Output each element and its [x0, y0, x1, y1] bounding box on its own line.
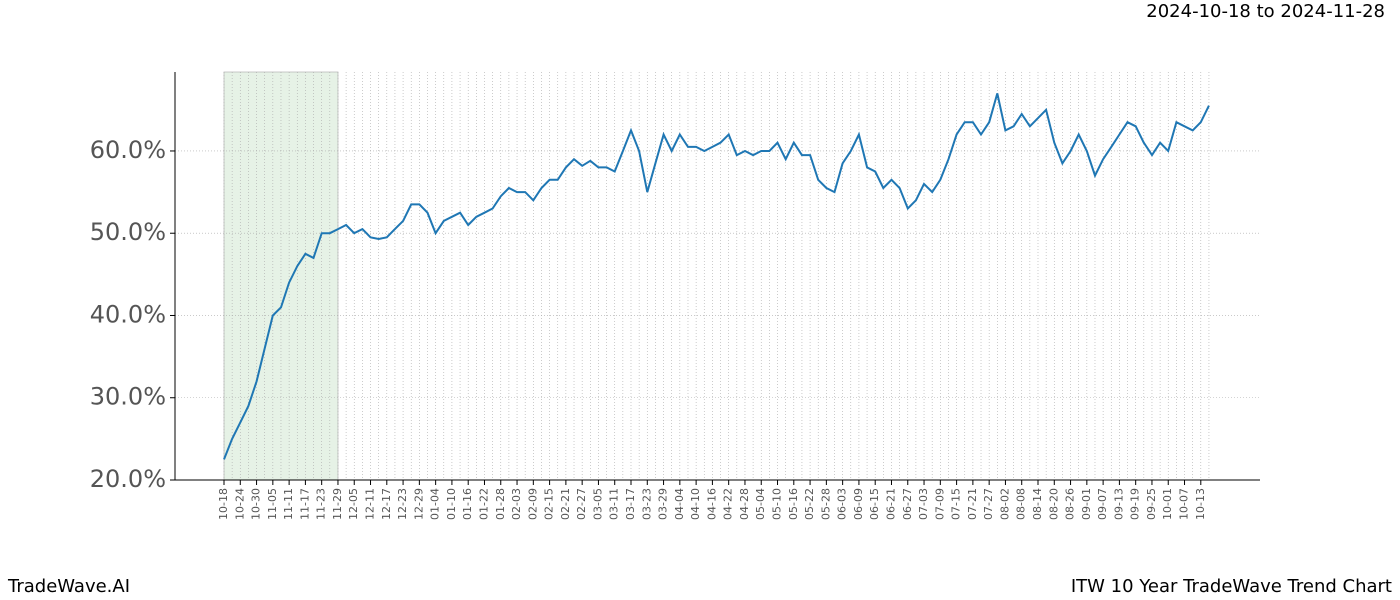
x-tick-label: 08-20	[1047, 488, 1060, 520]
x-tick-label: 05-10	[771, 488, 784, 520]
x-tick-label: 02-27	[575, 488, 588, 520]
y-tick-label: 60.0%	[90, 136, 166, 164]
x-tick-label: 12-17	[380, 488, 393, 520]
x-tick-label: 11-05	[266, 488, 279, 520]
x-tick-label: 09-19	[1129, 488, 1142, 520]
x-tick-label: 05-28	[819, 488, 832, 520]
y-tick-label: 20.0%	[90, 465, 166, 493]
x-tick-label: 12-05	[347, 488, 360, 520]
x-tick-label: 11-29	[331, 488, 344, 520]
x-tick-label: 04-28	[738, 488, 751, 520]
x-tick-label: 10-18	[217, 488, 230, 520]
x-tick-label: 07-27	[982, 488, 995, 520]
x-tick-label: 03-17	[624, 488, 637, 520]
x-tick-label: 11-11	[282, 488, 295, 520]
x-tick-label: 12-23	[396, 488, 409, 520]
x-tick-label: 09-01	[1080, 488, 1093, 520]
x-tick-label: 07-21	[966, 488, 979, 520]
x-tick-label: 06-21	[884, 488, 897, 520]
x-tick-label: 08-08	[1015, 488, 1028, 520]
x-tick-label: 08-14	[1031, 488, 1044, 520]
x-tick-label: 11-23	[315, 488, 328, 520]
x-tick-label: 04-22	[722, 488, 735, 520]
x-tick-label: 07-09	[933, 488, 946, 520]
x-tick-label: 06-09	[852, 488, 865, 520]
x-tick-label: 06-15	[868, 488, 881, 520]
y-tick-label: 50.0%	[90, 218, 166, 246]
x-tick-label: 03-23	[640, 488, 653, 520]
x-tick-label: 12-11	[364, 488, 377, 520]
x-tick-label: 05-04	[754, 488, 767, 520]
x-tick-label: 03-05	[591, 488, 604, 520]
x-tick-label: 03-11	[608, 488, 621, 520]
x-tick-label: 09-13	[1112, 488, 1125, 520]
x-tick-label: 12-29	[412, 488, 425, 520]
x-tick-label: 06-03	[836, 488, 849, 520]
chart-subtitle: 2024-10-18 to 2024-11-28	[1146, 1, 1385, 22]
x-tick-label: 04-04	[673, 488, 686, 520]
x-tick-label: 01-22	[477, 488, 490, 520]
x-tick-label: 09-07	[1096, 488, 1109, 520]
x-tick-label: 08-02	[998, 488, 1011, 520]
x-tick-label: 02-09	[526, 488, 539, 520]
x-tick-label: 07-03	[917, 488, 930, 520]
x-tick-label: 10-13	[1194, 488, 1207, 520]
x-tick-label: 10-30	[250, 488, 263, 520]
x-tick-label: 03-29	[657, 488, 670, 520]
x-tick-label: 04-10	[689, 488, 702, 520]
x-tick-label: 04-16	[705, 488, 718, 520]
x-tick-label: 07-15	[950, 488, 963, 520]
x-tick-label: 01-04	[429, 488, 442, 520]
x-tick-label: 09-25	[1145, 488, 1158, 520]
x-tick-label: 08-26	[1064, 488, 1077, 520]
x-tick-label: 06-27	[901, 488, 914, 520]
chart-title: ITW 10 Year TradeWave Trend Chart	[1071, 576, 1392, 597]
x-tick-label: 05-22	[803, 488, 816, 520]
watermark: TradeWave.AI	[7, 576, 130, 597]
line-series	[223, 93, 1210, 460]
x-tick-label: 01-28	[494, 488, 507, 520]
x-tick-label: 02-15	[543, 488, 556, 520]
x-tick-label: 01-10	[445, 488, 458, 520]
x-tick-label: 11-17	[298, 488, 311, 520]
x-tick-label: 10-01	[1161, 488, 1174, 520]
x-tick-label: 05-16	[787, 488, 800, 520]
x-tick-label: 10-07	[1178, 488, 1191, 520]
y-tick-label: 40.0%	[90, 300, 166, 328]
y-tick-label: 30.0%	[90, 383, 166, 411]
x-tick-label: 02-21	[559, 488, 572, 520]
x-tick-label: 10-24	[233, 488, 246, 520]
x-tick-label: 01-16	[461, 488, 474, 520]
x-tick-label: 02-03	[510, 488, 523, 520]
